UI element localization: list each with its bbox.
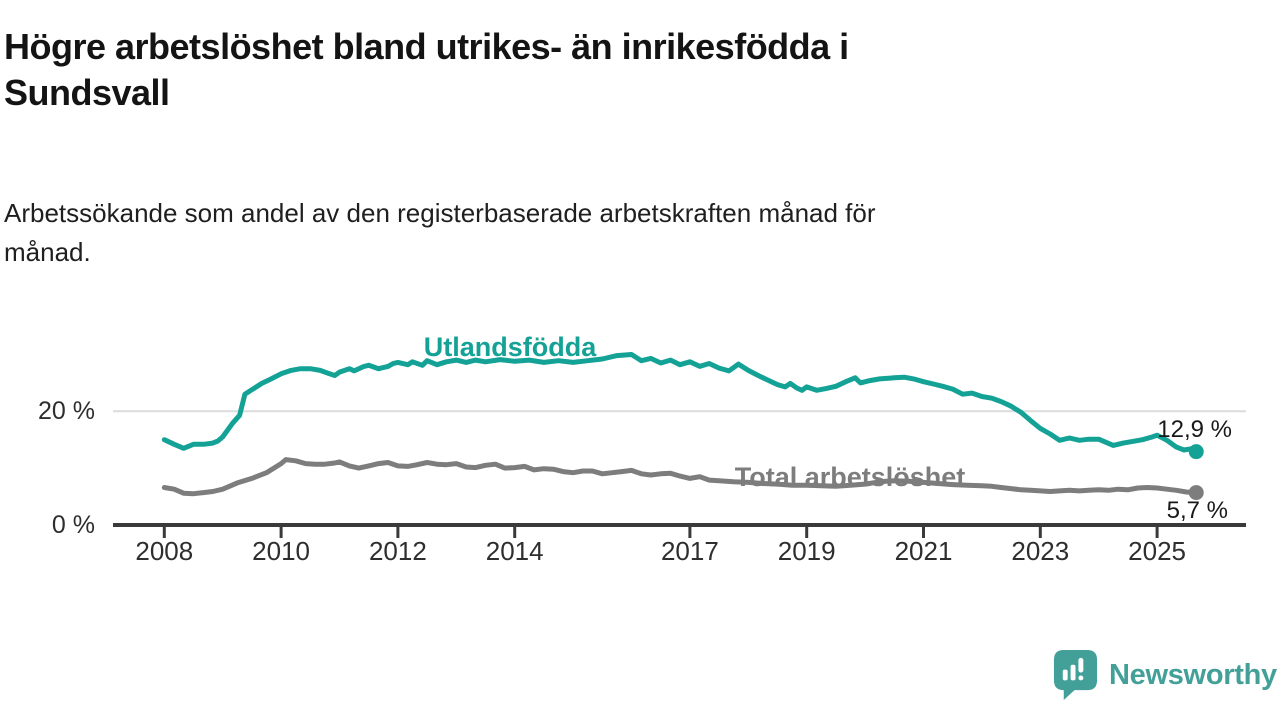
newsworthy-logo-icon	[1053, 650, 1098, 700]
chart-subtitle-line-1: Arbetssökande som andel av den registerb…	[4, 198, 876, 228]
x-tick-label: 2014	[485, 536, 544, 566]
x-tick-label: 2010	[252, 536, 311, 566]
x-tick-label: 2025	[1128, 536, 1187, 566]
series-label-total-arbetsloshet: Total arbetslöshet	[734, 462, 966, 492]
page-title: Högre arbetslöshet bland utrikes- än inr…	[4, 24, 1224, 116]
series-line-total-arbetsloshet	[161, 457, 1199, 497]
series-end-dot-utlandsfodda	[1188, 444, 1204, 460]
logo-bar-medium	[1070, 664, 1076, 681]
x-tick-label: 2008	[135, 536, 194, 566]
x-tick-label: 2012	[368, 536, 427, 566]
chart-subtitle-line-2: månad.	[4, 237, 91, 267]
newsworthy-attribution: Newsworthy	[1052, 649, 1277, 701]
x-tick-label: 2017	[660, 536, 719, 566]
page-title-line-2: Sundsvall	[4, 72, 170, 114]
y-tick-label: 20 %	[38, 397, 95, 426]
series-end-dot-total	[1188, 485, 1204, 501]
logo-exclamation-bar	[1078, 657, 1084, 673]
x-axis-tick-marks	[162, 525, 1159, 538]
x-tick-label: 2023	[1011, 536, 1070, 566]
x-tick-label: 2019	[777, 536, 836, 566]
end-value-utlandsfodda: 12,9 %	[1157, 416, 1232, 443]
series-label-utlandsfodda: Utlandsfödda	[423, 332, 597, 362]
chart-subtitle: Arbetssökande som andel av den registerb…	[4, 194, 1224, 272]
series-line-utlandsfodda	[161, 352, 1199, 455]
y-tick-label: 0 %	[51, 511, 95, 539]
logo-exclamation-dot	[1078, 675, 1084, 681]
x-tick-label: 2021	[894, 536, 953, 566]
logo-bar-small	[1062, 669, 1068, 681]
end-value-total: 5,7 %	[1166, 497, 1228, 524]
newsworthy-wordmark: Newsworthy	[1109, 658, 1277, 691]
page-title-line-1: Högre arbetslöshet bland utrikes- än inr…	[4, 26, 849, 67]
